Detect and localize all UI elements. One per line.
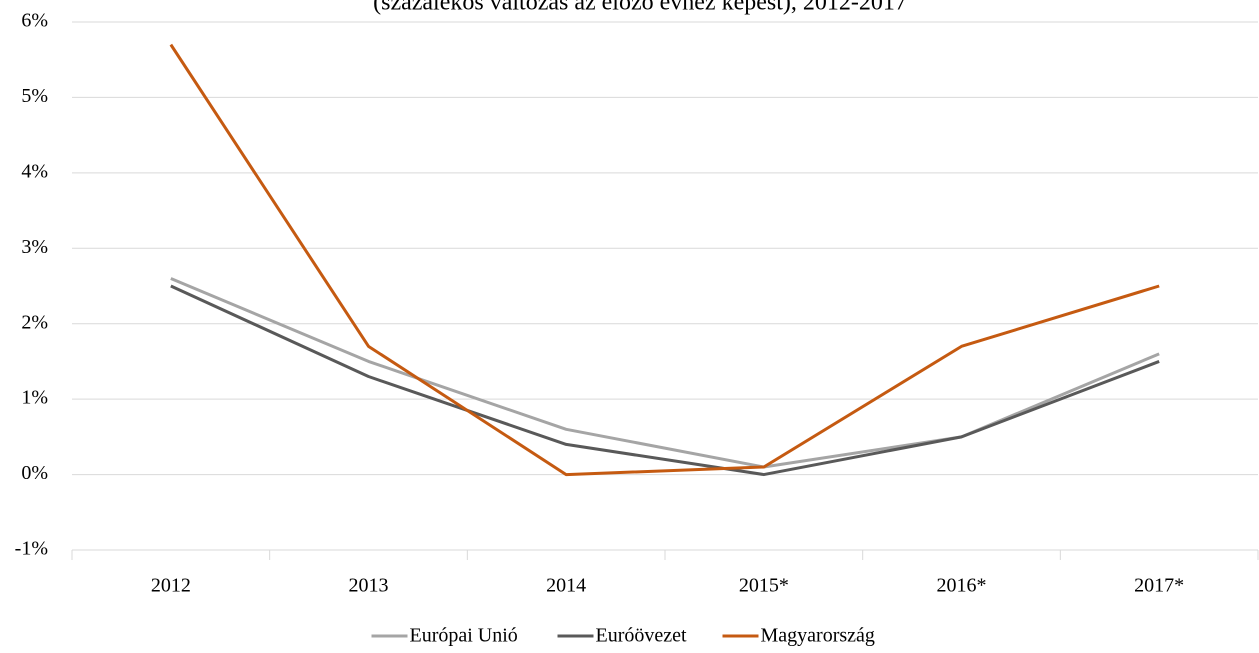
x-tick-label: 2015*: [739, 575, 789, 597]
x-tick-label: 2012: [151, 575, 191, 597]
y-tick-label: 0%: [21, 462, 48, 484]
x-tick-label: 2014: [546, 575, 586, 597]
chart-subtitle: (százalékos változás az előző évhez képe…: [373, 0, 907, 16]
y-tick-label: 1%: [21, 387, 48, 409]
y-tick-label: 6%: [21, 10, 48, 32]
legend-label: Euróövezet: [596, 625, 688, 647]
y-tick-label: 2%: [21, 311, 48, 333]
x-tick-label: 2017*: [1134, 575, 1184, 597]
y-tick-label: -1%: [15, 538, 48, 560]
x-tick-label: 2016*: [937, 575, 987, 597]
legend-label: Magyarország: [761, 625, 875, 647]
x-tick-label: 2013: [349, 575, 389, 597]
series-line: [170, 284, 1160, 477]
series-line: [170, 277, 1160, 469]
y-tick-label: 5%: [21, 85, 48, 107]
series-line: [169, 43, 1160, 477]
legend-label: Európai Unió: [410, 625, 518, 647]
y-tick-label: 3%: [21, 236, 48, 258]
y-tick-label: 4%: [21, 160, 48, 182]
